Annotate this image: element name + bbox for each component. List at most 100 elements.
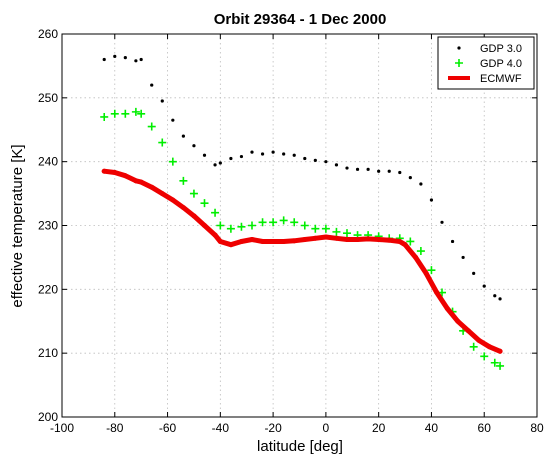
data-point	[269, 218, 278, 227]
data-point	[160, 99, 164, 103]
data-point	[496, 361, 505, 370]
data-point	[465, 328, 471, 334]
data-point	[218, 161, 222, 165]
data-point	[189, 189, 198, 198]
data-point	[216, 221, 225, 230]
x-axis-label: latitude [deg]	[257, 438, 343, 455]
data-point	[226, 224, 235, 233]
data-point	[461, 255, 465, 260]
data-point	[408, 176, 412, 180]
data-point	[423, 270, 429, 276]
data-point	[149, 184, 155, 190]
x-tick-label: 40	[425, 421, 439, 435]
data-point	[282, 152, 286, 156]
data-point	[302, 237, 308, 243]
data-point	[476, 337, 482, 343]
data-point	[168, 157, 177, 166]
x-tick-label: 20	[372, 421, 386, 435]
data-point	[170, 197, 176, 203]
data-point	[281, 238, 287, 244]
data-point	[270, 238, 276, 244]
data-point	[398, 170, 402, 175]
data-point	[100, 112, 109, 121]
data-point	[321, 224, 330, 233]
y-tick-label: 220	[38, 282, 58, 296]
data-point	[333, 235, 339, 241]
x-tick-label: -100	[50, 421, 74, 435]
data-point	[455, 318, 461, 324]
data-point	[200, 199, 209, 208]
data-point	[179, 176, 188, 185]
data-point	[497, 348, 503, 354]
data-point	[292, 153, 296, 157]
data-point	[311, 224, 320, 233]
legend-label: GDP 3.0	[480, 43, 522, 55]
series-gdp-3-0	[102, 54, 502, 301]
data-point	[365, 236, 371, 242]
legend-swatch	[455, 59, 463, 67]
data-point	[150, 83, 154, 87]
y-tick-label: 210	[38, 346, 58, 360]
series-gdp-4-0	[100, 107, 505, 370]
data-point	[213, 163, 217, 167]
data-point	[323, 234, 329, 240]
y-tick-label: 200	[38, 410, 58, 424]
data-point	[345, 166, 349, 170]
data-point	[131, 107, 140, 116]
ecmwf-line	[101, 168, 503, 354]
data-point	[406, 237, 415, 246]
data-point	[429, 198, 434, 202]
data-point	[402, 242, 408, 248]
y-tick-label: 250	[38, 91, 58, 105]
data-point	[344, 237, 350, 243]
data-point	[376, 237, 382, 243]
data-point	[102, 57, 106, 62]
data-point	[313, 158, 317, 162]
data-point	[237, 222, 246, 231]
data-point	[249, 237, 255, 243]
y-axis-label: effective temperature [K]	[9, 144, 26, 307]
data-point	[137, 109, 146, 118]
data-point	[250, 150, 254, 154]
data-point	[469, 342, 478, 351]
chart-title: Orbit 29364 - 1 Dec 2000	[214, 11, 387, 28]
data-point	[440, 220, 444, 224]
x-tick-label: -60	[159, 421, 177, 435]
data-point	[279, 216, 288, 225]
legend-label: GDP 4.0	[480, 58, 522, 70]
data-point	[239, 154, 244, 159]
data-point	[334, 163, 339, 167]
data-point	[377, 169, 381, 173]
data-point	[228, 242, 234, 248]
x-tick-label: -80	[106, 421, 124, 435]
y-tick-label: 230	[38, 219, 58, 233]
data-point	[113, 54, 117, 58]
data-point	[413, 254, 419, 260]
data-point	[427, 266, 436, 275]
data-point	[487, 344, 492, 350]
data-point	[450, 239, 455, 244]
data-point	[434, 290, 440, 296]
data-point	[387, 169, 391, 173]
data-point	[229, 156, 233, 161]
data-point	[110, 109, 119, 118]
data-point	[202, 153, 207, 157]
data-point	[493, 294, 497, 298]
data-point	[332, 227, 341, 236]
data-point	[419, 182, 423, 186]
data-point	[211, 208, 220, 217]
data-point	[121, 109, 130, 118]
data-point	[123, 56, 127, 60]
data-point	[138, 179, 144, 185]
x-tick-label: 0	[323, 421, 330, 435]
data-point	[482, 284, 486, 288]
data-point	[416, 247, 425, 256]
data-point	[260, 152, 265, 156]
legend-label: ECMWF	[480, 73, 522, 85]
data-point	[490, 358, 499, 367]
data-point	[180, 205, 186, 211]
plot-area: -100 -80 -60 -40 -20 0 20 40 60 80 200 210 220 230 240…	[38, 27, 544, 435]
data-point	[355, 237, 361, 243]
data-point	[134, 59, 138, 63]
